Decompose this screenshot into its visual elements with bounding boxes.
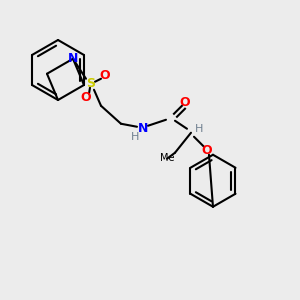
Text: S: S <box>86 77 95 90</box>
Text: N: N <box>138 122 148 135</box>
Text: Me: Me <box>160 153 174 163</box>
Text: O: O <box>81 91 91 104</box>
Text: O: O <box>202 144 212 157</box>
Text: O: O <box>180 96 190 109</box>
Text: N: N <box>68 52 78 65</box>
Text: H: H <box>131 132 139 142</box>
Text: H: H <box>195 124 203 134</box>
Text: O: O <box>100 69 110 82</box>
